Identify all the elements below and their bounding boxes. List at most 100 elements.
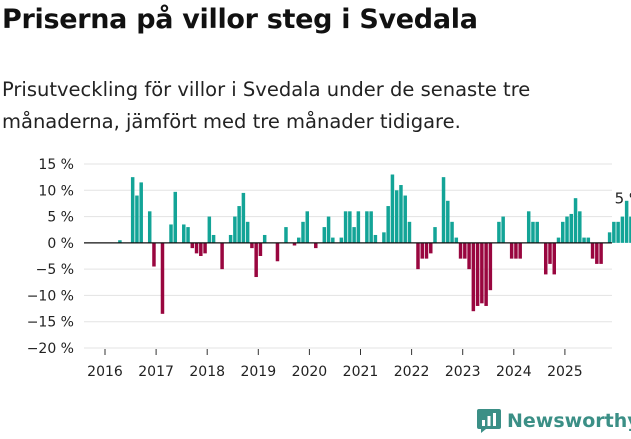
bar bbox=[578, 211, 582, 243]
bar bbox=[561, 221, 565, 243]
bar bbox=[569, 213, 574, 243]
bar bbox=[471, 242, 476, 312]
bar bbox=[458, 242, 463, 259]
bar bbox=[254, 242, 258, 278]
x-tick-label: 2021 bbox=[343, 364, 379, 380]
bar bbox=[305, 211, 310, 243]
bar bbox=[429, 242, 433, 254]
bar bbox=[573, 198, 578, 243]
bar bbox=[382, 232, 386, 243]
bar bbox=[220, 242, 224, 270]
bar bbox=[297, 237, 301, 243]
newsworthy-logo: Newsworthy bbox=[476, 408, 631, 434]
bar bbox=[245, 221, 250, 243]
y-tick-label: −15 % bbox=[27, 315, 74, 331]
chart-title: Priserna på villor steg i Svedala bbox=[2, 4, 478, 35]
bar bbox=[616, 221, 620, 243]
bar bbox=[497, 221, 501, 243]
bar-chart-logo-icon bbox=[477, 409, 501, 433]
latest-value-label: 5 % bbox=[615, 190, 631, 208]
bar bbox=[595, 242, 599, 264]
bar bbox=[173, 191, 178, 243]
bar bbox=[160, 242, 165, 314]
bar bbox=[480, 242, 484, 304]
bar bbox=[526, 211, 531, 243]
y-tick-label: −10 % bbox=[27, 288, 74, 304]
bar bbox=[556, 237, 561, 243]
x-tick-label: 2020 bbox=[292, 364, 328, 380]
bar bbox=[118, 240, 122, 243]
bars bbox=[118, 174, 631, 314]
bar bbox=[399, 185, 403, 243]
bar bbox=[424, 242, 429, 259]
bar bbox=[207, 216, 212, 243]
chart-subtitle: Prisutveckling för villor i Svedala unde… bbox=[2, 78, 531, 133]
bar bbox=[147, 211, 152, 243]
bar bbox=[186, 227, 190, 243]
bar bbox=[501, 216, 505, 243]
bar bbox=[394, 190, 399, 243]
bar bbox=[356, 211, 361, 243]
bar bbox=[518, 242, 522, 259]
y-tick-label: 10 % bbox=[38, 183, 74, 199]
bar bbox=[135, 195, 139, 243]
bar bbox=[488, 242, 493, 291]
bar bbox=[514, 242, 518, 259]
bar-chart: 15 %10 %5 %0 %−5 %−10 %−15 %−20 % 2016 20… bbox=[27, 157, 631, 380]
bar bbox=[607, 232, 612, 243]
bar bbox=[420, 242, 424, 259]
bar bbox=[322, 227, 327, 243]
bar bbox=[446, 200, 450, 243]
bar bbox=[407, 221, 412, 243]
bar bbox=[211, 234, 216, 243]
bar bbox=[348, 211, 352, 243]
bar bbox=[369, 211, 373, 243]
bar bbox=[343, 211, 348, 243]
bar bbox=[139, 182, 143, 243]
bar bbox=[543, 242, 548, 275]
bar bbox=[548, 242, 552, 264]
bar bbox=[152, 242, 156, 267]
gridlines bbox=[84, 163, 612, 349]
bar bbox=[450, 221, 454, 243]
x-tick-label: 2018 bbox=[189, 364, 225, 380]
bar bbox=[565, 216, 569, 243]
bar bbox=[169, 224, 173, 243]
bar bbox=[416, 242, 420, 270]
bar bbox=[182, 224, 186, 243]
x-tick-label: 2017 bbox=[138, 364, 174, 380]
x-tick-label: 2019 bbox=[240, 364, 276, 380]
bar bbox=[552, 242, 556, 275]
bar bbox=[203, 242, 207, 254]
bar bbox=[352, 227, 356, 243]
bar bbox=[599, 242, 603, 264]
bar bbox=[433, 227, 437, 243]
bar bbox=[509, 242, 514, 259]
bar bbox=[292, 242, 297, 246]
x-tick-label: 2025 bbox=[547, 364, 583, 380]
bar bbox=[190, 242, 195, 249]
y-tick-label: 0 % bbox=[47, 236, 74, 252]
bar bbox=[475, 242, 480, 306]
bar bbox=[301, 221, 305, 243]
bar bbox=[390, 174, 395, 243]
x-tick-label: 2022 bbox=[394, 364, 430, 380]
bar bbox=[463, 242, 467, 259]
bar bbox=[441, 177, 446, 243]
bar bbox=[331, 237, 335, 243]
bar bbox=[620, 216, 625, 243]
bar bbox=[590, 242, 595, 259]
bar bbox=[629, 216, 631, 243]
bar bbox=[262, 234, 267, 243]
bar bbox=[467, 242, 471, 270]
bar bbox=[228, 234, 233, 243]
bar bbox=[624, 200, 629, 243]
bar bbox=[365, 211, 369, 243]
bar bbox=[339, 237, 344, 243]
bar bbox=[582, 237, 586, 243]
bar bbox=[386, 206, 390, 243]
bar bbox=[484, 242, 488, 306]
bar bbox=[586, 237, 591, 243]
y-tick-label: 5 % bbox=[47, 210, 74, 226]
bar bbox=[284, 227, 288, 243]
